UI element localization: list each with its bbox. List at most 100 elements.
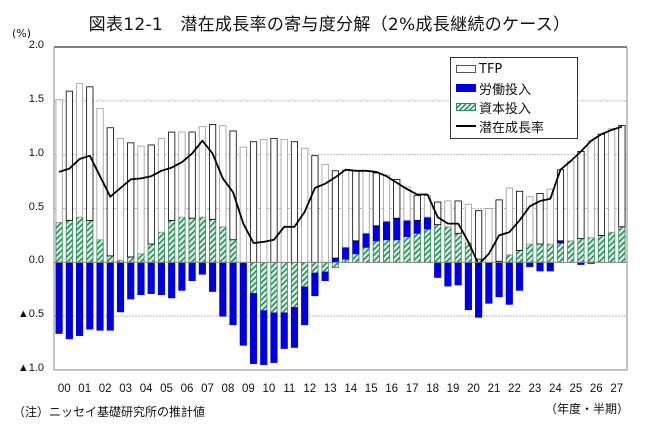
capital-bar xyxy=(505,254,513,263)
labor-bar xyxy=(423,216,432,230)
labor-bar xyxy=(311,272,319,297)
capital-bar xyxy=(280,261,288,314)
labor-bar xyxy=(464,261,472,311)
tfp-bar xyxy=(495,199,503,262)
tfp-bar xyxy=(209,124,217,220)
legend-item-labor: 労働投入 xyxy=(456,79,532,98)
labor-bar xyxy=(495,261,503,298)
labor-bar xyxy=(536,261,544,272)
labor-bar xyxy=(55,261,63,334)
legend-item-capital: 資本投入 xyxy=(456,98,531,117)
x-tick-label: 08 xyxy=(222,383,235,395)
capital-bar xyxy=(393,239,401,263)
tfp-bar xyxy=(608,128,616,233)
tfp-bar xyxy=(546,188,554,245)
y-tick-label: 1.0 xyxy=(28,146,44,159)
tfp-bar xyxy=(65,90,73,221)
capital-bar xyxy=(55,222,63,263)
x-tick-label: 05 xyxy=(160,383,173,395)
capital-bar xyxy=(454,232,462,263)
labor-bar xyxy=(301,286,309,326)
tfp-bar xyxy=(556,169,565,242)
labor-bar xyxy=(382,221,391,241)
y-tick-label: 0.5 xyxy=(28,200,44,213)
capital-bar xyxy=(546,243,554,263)
tfp-bar xyxy=(321,163,329,263)
labor-bar xyxy=(96,261,104,331)
labor-bar xyxy=(76,261,84,336)
x-tick-label: 24 xyxy=(549,383,562,395)
x-tick-label: 09 xyxy=(242,383,255,395)
labor-bar xyxy=(178,261,186,291)
x-tick-label: 14 xyxy=(344,383,357,395)
y-tick-label: 2.0 xyxy=(28,39,44,51)
footnote: （注）ニッセイ基礎研究所の推計値 xyxy=(13,405,206,419)
labor-bar xyxy=(526,261,534,268)
labor-bar xyxy=(280,312,288,349)
tfp-bar xyxy=(260,139,268,263)
x-tick-label: 02 xyxy=(99,383,112,395)
tfp-bar xyxy=(229,130,237,241)
capital-bar xyxy=(137,253,145,263)
capital-bar xyxy=(229,239,237,263)
labor-bar xyxy=(116,261,125,313)
tfp-bar xyxy=(157,138,166,233)
capital-bar xyxy=(188,217,196,263)
capital-bar xyxy=(260,261,268,312)
x-tick-label: 21 xyxy=(488,383,501,395)
x-tick-label: 12 xyxy=(303,383,316,395)
tfp-bar xyxy=(454,200,462,234)
tfp-bar xyxy=(168,131,176,221)
tfp-bar xyxy=(403,186,411,221)
capital-bar xyxy=(556,242,565,263)
labor-bar xyxy=(127,261,135,300)
legend-label-line: 潜在成長率 xyxy=(479,120,545,136)
labor-bar xyxy=(137,261,145,296)
labor-bar xyxy=(168,261,176,299)
capital-bar xyxy=(96,239,104,263)
tfp-bar xyxy=(618,125,626,228)
capital-bar xyxy=(372,240,380,263)
capital-bar xyxy=(301,261,309,288)
y-tick-label: 1.5 xyxy=(28,92,44,105)
y-tick-label: ▲1.0 xyxy=(17,362,44,374)
capital-bar xyxy=(434,224,442,263)
capital-bar xyxy=(362,246,370,263)
labor-bar xyxy=(239,261,247,346)
x-tick-label: 22 xyxy=(508,383,521,395)
capital-bar xyxy=(147,243,155,263)
labor-bar xyxy=(219,261,227,317)
legend-label-tfp: TFP xyxy=(479,61,503,77)
labor-bar xyxy=(475,261,483,318)
labor-bar xyxy=(403,219,411,237)
tfp-bar xyxy=(352,170,360,242)
tfp-bar xyxy=(116,138,125,261)
x-tick-label: 13 xyxy=(324,383,337,395)
x-tick-label: 25 xyxy=(569,383,582,395)
capital-bar xyxy=(608,231,616,263)
x-tick-label: 00 xyxy=(58,383,71,395)
tfp-bar xyxy=(198,126,206,218)
tfp-bar xyxy=(147,144,155,245)
tfp-bar xyxy=(280,139,288,263)
tfp-bar xyxy=(475,210,483,260)
labor-bar xyxy=(393,217,401,241)
legend-label-labor: 労働投入 xyxy=(479,82,532,98)
capital-bar xyxy=(444,226,452,263)
capital-bar xyxy=(321,261,329,273)
capital-bar xyxy=(76,216,84,263)
tfp-bar xyxy=(434,201,442,226)
capital-bar xyxy=(127,256,135,263)
labor-bar xyxy=(157,261,166,296)
x-tick-label: 26 xyxy=(590,383,603,395)
x-tick-label: 07 xyxy=(201,383,214,395)
labor-bar xyxy=(352,240,360,255)
tfp-bar xyxy=(567,160,575,242)
labor-bar xyxy=(147,261,155,294)
x-tick-label: 15 xyxy=(365,383,378,395)
labor-bar xyxy=(331,257,339,263)
labor-bar xyxy=(362,232,370,248)
tfp-bar xyxy=(178,131,186,218)
tfp-bar xyxy=(587,140,595,238)
tfp-bar xyxy=(536,193,544,245)
